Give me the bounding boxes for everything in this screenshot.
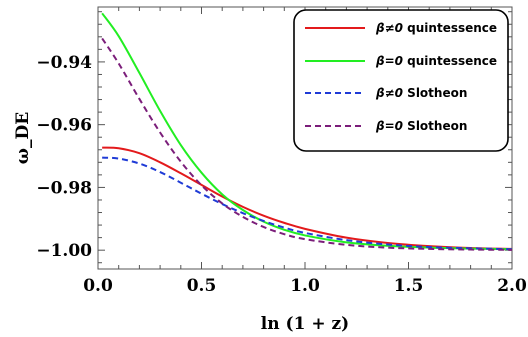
legend-text: quintessence [403,54,497,68]
legend-label-2: β=0 quintessence [375,54,497,68]
y-axis-label: ω_DE [13,112,33,164]
axis-ticks [97,7,513,269]
legend-label-3: β≠0 Slotheon [375,86,467,100]
x-tick-label: 1.0 [290,276,320,296]
axis-tick-labels: 0.0 0.5 1.0 1.5 2.0 −1.00 −0.98 −0.96 −0.94 [36,53,527,296]
series-lines [101,12,513,251]
legend-box [293,9,509,152]
series-line-4 [101,37,513,251]
x-tick-label: 0.0 [83,276,113,296]
legend-symbol: β=0 [375,54,403,68]
legend-text: Slotheon [403,86,467,100]
legend-symbol: β=0 [375,119,403,133]
series-line-3 [102,156,513,251]
y-tick-label: −1.00 [36,241,92,261]
x-tick-label: 0.5 [187,276,217,296]
x-tick-label: 2.0 [497,276,527,296]
x-axis-label: ln (1 + z) [261,314,349,334]
legend-symbol: β≠0 [375,86,403,100]
legend-label-4: β=0 Slotheon [375,119,467,133]
y-tick-label: −0.96 [36,116,92,136]
legend-label-1: β≠0 quintessence [375,21,497,35]
legend-text: quintessence [403,21,497,35]
legend-symbol: β≠0 [375,21,403,35]
x-tick-label: 1.5 [394,276,424,296]
y-tick-label: −0.94 [36,53,92,73]
series-line-1 [102,146,513,250]
y-tick-label: −0.98 [36,178,92,198]
legend-text: Slotheon [403,119,467,133]
